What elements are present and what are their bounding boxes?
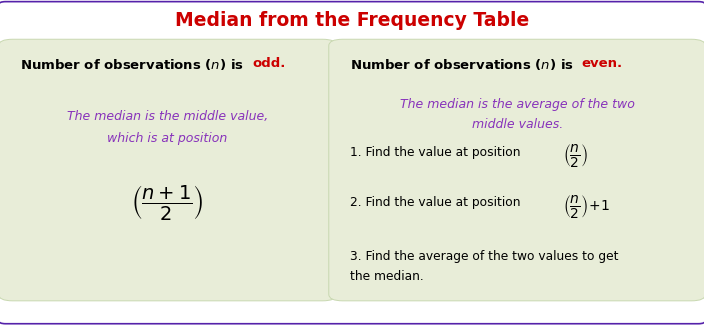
Text: $\left(\dfrac{n}{2}\right)\!+\!1$: $\left(\dfrac{n}{2}\right)\!+\!1$	[563, 193, 610, 219]
FancyBboxPatch shape	[329, 39, 704, 301]
Text: which is at position: which is at position	[108, 132, 227, 146]
Text: 3. Find the average of the two values to get: 3. Find the average of the two values to…	[350, 250, 618, 263]
Text: the median.: the median.	[350, 270, 424, 283]
FancyBboxPatch shape	[0, 39, 337, 301]
Text: The median is the middle value,: The median is the middle value,	[67, 110, 268, 123]
Text: $\left(\dfrac{n+1}{2}\right)$: $\left(\dfrac{n+1}{2}\right)$	[131, 183, 204, 222]
Text: odd.: odd.	[252, 57, 285, 70]
Text: even.: even.	[582, 57, 622, 70]
Text: Number of observations ($\mathit{n}$) is: Number of observations ($\mathit{n}$) is	[350, 57, 574, 72]
Text: Median from the Frequency Table: Median from the Frequency Table	[175, 11, 529, 30]
Text: Number of observations ($\mathit{n}$) is: Number of observations ($\mathit{n}$) is	[20, 57, 244, 72]
Text: 2. Find the value at position: 2. Find the value at position	[350, 196, 524, 209]
Text: 1. Find the value at position: 1. Find the value at position	[350, 146, 524, 159]
Text: $\left(\dfrac{n}{2}\right)$: $\left(\dfrac{n}{2}\right)$	[563, 142, 589, 169]
Text: middle values.: middle values.	[472, 118, 563, 131]
Text: The median is the average of the two: The median is the average of the two	[400, 98, 635, 111]
